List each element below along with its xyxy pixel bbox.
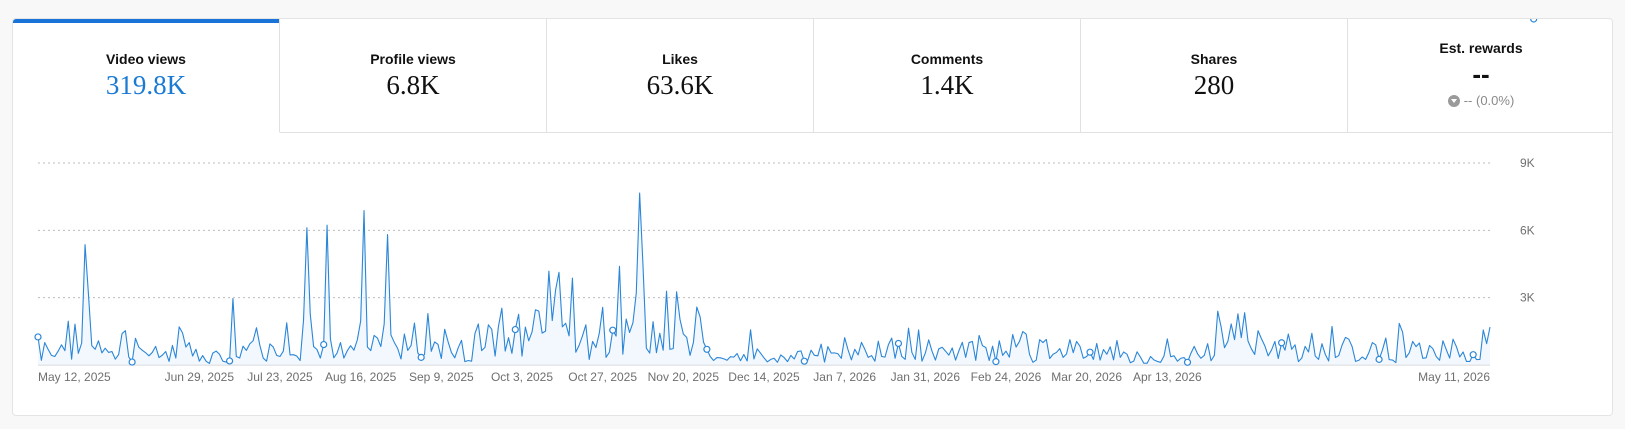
- down-arrow-icon: [1447, 94, 1460, 107]
- metric-label: Profile views: [370, 51, 456, 67]
- views-line: [37, 192, 1491, 364]
- data-point-marker[interactable]: [511, 325, 519, 334]
- x-tick-label: Jun 29, 2025: [165, 370, 235, 384]
- analytics-card: Video views 319.8K Profile views 6.8K Li…: [12, 18, 1613, 416]
- data-point-marker[interactable]: [1530, 19, 1538, 23]
- data-point-marker[interactable]: [225, 357, 234, 365]
- metric-tab-comments[interactable]: Comments 1.4K: [814, 19, 1081, 133]
- metric-label: Video views: [106, 51, 186, 67]
- metric-value: --: [1472, 59, 1490, 89]
- y-tick-label: 9K: [1520, 156, 1535, 170]
- metric-label: Likes: [662, 51, 698, 67]
- x-tick-label: Nov 20, 2025: [648, 370, 720, 384]
- x-tick-label: Jan 7, 2026: [813, 370, 876, 384]
- x-tick-label: Aug 16, 2025: [325, 370, 397, 384]
- data-point-marker[interactable]: [1086, 348, 1094, 356]
- data-point-marker[interactable]: [800, 357, 808, 365]
- y-tick-label: 6K: [1520, 223, 1535, 237]
- data-point-marker[interactable]: [992, 358, 1000, 366]
- metric-tabs: Video views 319.8K Profile views 6.8K Li…: [13, 19, 1612, 134]
- data-point-marker[interactable]: [128, 358, 136, 366]
- metric-value: 63.6K: [646, 70, 714, 100]
- metric-tab-profile-views[interactable]: Profile views 6.8K: [280, 19, 547, 133]
- metric-change-text: -- (0.0%): [1463, 93, 1515, 108]
- x-tick-label: Dec 14, 2025: [728, 370, 800, 384]
- data-point-marker[interactable]: [1183, 358, 1192, 366]
- y-tick-label: 3K: [1520, 291, 1535, 305]
- data-point-marker[interactable]: [417, 353, 425, 361]
- data-point-marker[interactable]: [1469, 351, 1477, 359]
- metric-value: 1.4K: [920, 70, 974, 100]
- data-point-marker[interactable]: [703, 345, 711, 353]
- data-point-marker[interactable]: [34, 333, 42, 341]
- metric-label: Shares: [1190, 51, 1238, 67]
- data-point-marker[interactable]: [1278, 339, 1286, 347]
- y-axis-ticks: 9K 6K 3K: [1520, 156, 1535, 305]
- metric-value: 6.8K: [386, 70, 440, 100]
- video-views-chart: 9K 6K 3K May 12, 2025 Jun 29, 2025 Jul 23, 2…: [34, 19, 1538, 384]
- x-tick-label: Oct 3, 2025: [491, 370, 553, 384]
- data-point-marker[interactable]: [894, 339, 903, 348]
- x-tick-label: Apr 13, 2026: [1133, 370, 1202, 384]
- x-tick-label: Jul 23, 2025: [247, 370, 313, 384]
- metric-tab-est-rewards[interactable]: Est. rewards -- -- (0.0%): [1348, 19, 1612, 133]
- metric-value: 319.8K: [105, 70, 187, 100]
- x-tick-label: May 11, 2026: [1418, 370, 1490, 384]
- metric-tab-video-views[interactable]: Video views 319.8K: [13, 19, 280, 133]
- x-tick-label: Jan 31, 2026: [891, 370, 961, 384]
- metric-tab-likes[interactable]: Likes 63.6K: [547, 19, 814, 133]
- metric-label: Est. rewards: [1439, 40, 1523, 56]
- data-point-marker[interactable]: [1375, 355, 1383, 363]
- metric-label: Comments: [910, 51, 984, 67]
- chart-point-markers: [34, 19, 1538, 366]
- metric-value: 280: [1193, 70, 1235, 100]
- x-tick-label: Feb 24, 2026: [971, 370, 1042, 384]
- metric-tab-shares[interactable]: Shares 280: [1081, 19, 1348, 133]
- x-tick-label: Mar 20, 2026: [1051, 370, 1122, 384]
- data-point-marker[interactable]: [320, 340, 328, 349]
- data-point-marker[interactable]: [609, 326, 617, 334]
- x-tick-label: Oct 27, 2025: [568, 370, 637, 384]
- metric-change: -- (0.0%): [1348, 93, 1612, 108]
- x-tick-label: May 12, 2025: [38, 370, 111, 384]
- x-axis-ticks: May 12, 2025 Jun 29, 2025 Jul 23, 2025 Aug …: [38, 370, 1490, 384]
- views-area-fill: [38, 193, 1490, 365]
- x-tick-label: Sep 9, 2025: [409, 370, 474, 384]
